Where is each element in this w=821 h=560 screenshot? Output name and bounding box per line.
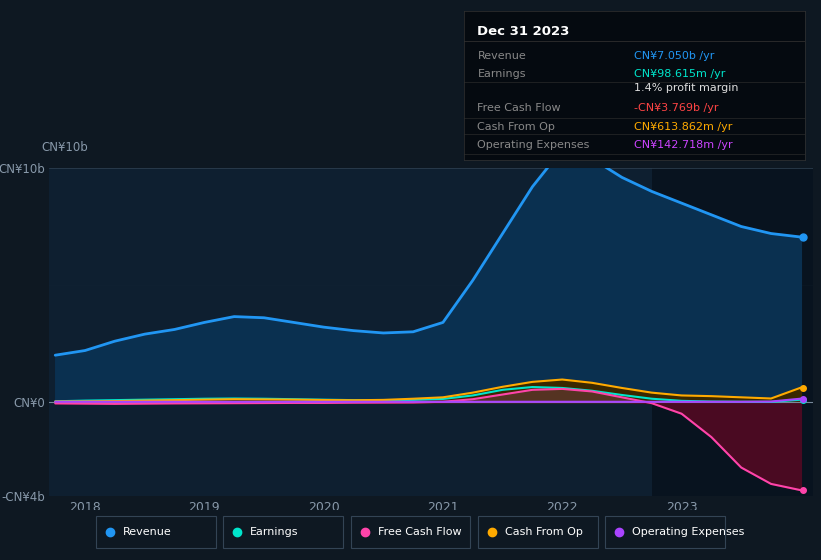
Text: Free Cash Flow: Free Cash Flow [378, 527, 461, 537]
Text: Revenue: Revenue [478, 51, 526, 60]
Text: Operating Expenses: Operating Expenses [478, 140, 589, 150]
Text: Operating Expenses: Operating Expenses [632, 527, 745, 537]
Bar [652, 168, 819, 496]
Text: CN¥613.862m /yr: CN¥613.862m /yr [635, 122, 732, 132]
Text: Revenue: Revenue [123, 527, 172, 537]
Text: 1.4% profit margin: 1.4% profit margin [635, 83, 739, 94]
Text: CN¥98.615m /yr: CN¥98.615m /yr [635, 68, 726, 78]
Text: Earnings: Earnings [250, 527, 299, 537]
Text: Earnings: Earnings [478, 68, 526, 78]
Text: CN¥7.050b /yr: CN¥7.050b /yr [635, 51, 714, 60]
Text: CN¥142.718m /yr: CN¥142.718m /yr [635, 140, 733, 150]
Text: Dec 31 2023: Dec 31 2023 [478, 25, 570, 38]
Text: Cash From Op: Cash From Op [478, 122, 555, 132]
Text: CN¥10b: CN¥10b [41, 141, 88, 154]
Text: Free Cash Flow: Free Cash Flow [478, 102, 561, 113]
Text: Cash From Op: Cash From Op [505, 527, 583, 537]
Text: -CN¥3.769b /yr: -CN¥3.769b /yr [635, 102, 718, 113]
